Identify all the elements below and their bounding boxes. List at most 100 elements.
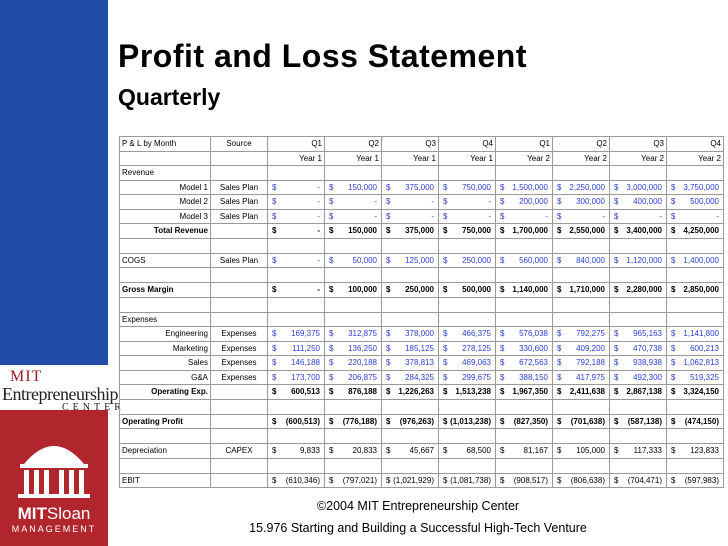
currency-symbol: $ [272,475,277,485]
currency-symbol: $ [329,285,334,295]
year-header: Year 2 [552,150,610,166]
money-cell: $68,500 [438,443,496,459]
money-value: 2,867,138 [626,387,662,397]
blank-cell [609,311,667,327]
currency-symbol: $ [500,285,505,295]
blank-cell [324,165,382,181]
blank-cell [267,428,325,444]
money-cell: $2,250,000 [552,179,610,195]
money-value: 375,000 [405,226,434,236]
money-value: - [488,211,491,221]
money-value: 400,000 [633,197,662,207]
row-source: CAPEX [210,443,268,459]
money-cell: $ (704,471) [609,472,667,488]
blank-cell [381,428,439,444]
blank-cell [552,457,610,474]
currency-symbol: $ [614,255,619,265]
blank-cell [381,237,439,254]
sidebar-red-band [0,410,108,546]
money-value: 965,163 [633,329,662,339]
money-value: (587,138) [627,416,662,426]
currency-symbol: $ [671,211,676,221]
money-cell: $ - [438,208,496,224]
money-cell: $672,563 [495,355,553,371]
money-value: - [317,182,320,192]
currency-symbol: $ [272,358,277,368]
money-value: 299,675 [462,372,491,382]
row-source [210,223,268,239]
money-value: 466,375 [462,329,491,339]
money-cell: $220,188 [324,355,382,371]
logo-mit-text: MIT [10,368,43,385]
blank-cell [324,457,382,474]
money-cell: $ - [438,194,496,210]
money-cell: $1,141,800 [666,326,724,342]
money-cell: $466,375 [438,326,496,342]
money-value: 492,300 [633,372,662,382]
currency-symbol: $ [557,372,562,382]
blank-cell [210,237,268,254]
currency-symbol: $ [329,446,334,456]
money-cell: $185,125 [381,340,439,356]
blank-cell [495,311,553,327]
money-value: (1,081,738) [450,475,491,485]
blank-cell [552,165,610,181]
currency-symbol: $ [329,211,334,221]
currency-symbol: $ [329,343,334,353]
revenue-row: Model 2 Sales Plan $ - $ - $ - $ - $200,000 $300,00… [119,194,724,210]
money-value: 117,333 [633,446,662,456]
money-cell: $125,000 [381,252,439,268]
money-cell: $81,167 [495,443,553,459]
money-cell: $519,325 [666,369,724,385]
row-source [210,472,268,488]
section-label: Expenses [119,311,211,327]
money-cell: $ (597,983) [666,472,724,488]
money-value: 284,325 [405,372,434,382]
money-value: 409,200 [576,343,605,353]
money-cell: $111,250 [267,340,325,356]
header-label: P & L by Month [119,136,211,152]
blank-cell [438,398,496,415]
money-cell: $ (976,263) [381,413,439,429]
money-value: (701,638) [570,416,605,426]
money-value: (976,263) [399,416,434,426]
money-cell: $965,163 [609,326,667,342]
money-cell: $1,500,000 [495,179,553,195]
money-value: 3,324,150 [683,387,719,397]
money-value: - [545,211,548,221]
blank-cell [267,237,325,254]
currency-symbol: $ [272,387,277,397]
money-cell: $1,226,263 [381,384,439,400]
money-cell: $200,000 [495,194,553,210]
currency-symbol: $ [614,182,619,192]
money-value: 150,000 [348,182,377,192]
footer-course: 15.976 Starting and Building a Successfu… [249,521,587,535]
currency-symbol: $ [614,329,619,339]
blank-cell [267,311,325,327]
money-value: 1,120,000 [626,255,662,265]
year-header: Year 1 [324,150,382,166]
money-value: - [374,211,377,221]
money-cell: $ - [666,208,724,224]
currency-symbol: $ [614,372,619,382]
money-cell: $792,188 [552,355,610,371]
row-label: Sales [119,355,211,371]
money-cell: $9,833 [267,443,325,459]
money-value: 206,875 [348,372,377,382]
money-value: 2,850,000 [683,285,719,295]
section-row-expenses: Expenses [119,311,724,327]
money-value: 375,000 [405,182,434,192]
blank-row [119,296,724,313]
currency-symbol: $ [500,387,505,397]
year-header: Year 2 [495,150,553,166]
expense-row: Sales Expenses $146,188 $220,188 $378,813 $46… [119,355,724,371]
money-value: (1,013,238) [450,416,491,426]
money-cell: $ (806,638) [552,472,610,488]
currency-symbol: $ [272,211,277,221]
quarter-header: Q4 [438,136,496,152]
money-value: - [317,226,320,236]
blank-cell [324,428,382,444]
money-cell: $938,938 [609,355,667,371]
money-cell: $ (474,150) [666,413,724,429]
money-value: 792,275 [576,329,605,339]
